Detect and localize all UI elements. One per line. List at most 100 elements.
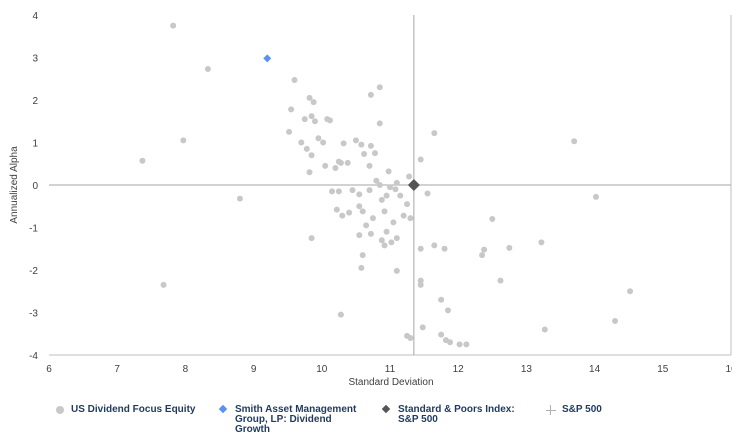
data-point bbox=[359, 208, 366, 215]
x-axis-ticks: 6 7 8 9 10 11 12 13 14 15 16 bbox=[46, 364, 732, 375]
data-point bbox=[366, 187, 373, 194]
data-point bbox=[381, 208, 388, 215]
data-point bbox=[438, 296, 445, 303]
data-point bbox=[358, 264, 365, 271]
data-point bbox=[390, 219, 397, 226]
data-point bbox=[356, 232, 363, 239]
data-point bbox=[400, 212, 407, 219]
data-point bbox=[627, 288, 634, 295]
y-tick-label: -4 bbox=[29, 351, 38, 362]
data-point bbox=[306, 169, 313, 176]
data-point bbox=[447, 339, 454, 346]
plus-icon bbox=[544, 405, 558, 417]
data-point bbox=[310, 99, 317, 106]
data-point bbox=[160, 281, 167, 288]
y-tick-label: 4 bbox=[32, 11, 38, 22]
data-point bbox=[308, 235, 315, 242]
data-point bbox=[381, 242, 388, 249]
legend-label: US Dividend Focus Equity bbox=[71, 404, 196, 415]
y-tick-label: 1 bbox=[32, 139, 38, 150]
data-point bbox=[170, 22, 177, 29]
data-point bbox=[335, 188, 342, 195]
legend-item-us-dividend: US Dividend Focus Equity bbox=[53, 405, 195, 417]
data-point bbox=[298, 139, 305, 146]
gray-circle-icon bbox=[53, 405, 67, 417]
x-axis-title: Standard Deviation bbox=[348, 377, 433, 388]
data-point bbox=[356, 191, 363, 198]
data-point bbox=[417, 156, 424, 163]
data-point bbox=[385, 168, 392, 175]
data-point bbox=[367, 230, 374, 237]
data-point bbox=[337, 311, 344, 318]
data-point bbox=[506, 244, 513, 251]
data-point bbox=[431, 130, 438, 137]
data-point bbox=[378, 237, 385, 244]
data-point bbox=[417, 277, 424, 284]
data-point bbox=[367, 91, 374, 98]
legend-label: S&P 500 bbox=[562, 404, 602, 415]
data-point bbox=[320, 139, 327, 146]
data-point bbox=[444, 307, 451, 314]
data-point bbox=[308, 152, 315, 159]
data-point bbox=[346, 209, 353, 216]
data-point bbox=[456, 341, 463, 348]
data-point bbox=[388, 239, 395, 246]
data-point bbox=[417, 245, 424, 252]
data-point bbox=[406, 173, 413, 180]
x-tick-label: 10 bbox=[316, 364, 328, 375]
data-point bbox=[541, 326, 548, 333]
data-point bbox=[407, 335, 414, 341]
data-point bbox=[387, 184, 393, 191]
y-tick-label: 3 bbox=[32, 54, 38, 65]
y-axis-title: Annualized Alpha bbox=[9, 146, 20, 224]
x-tick-label: 12 bbox=[453, 364, 465, 375]
data-point bbox=[376, 182, 383, 188]
data-point bbox=[393, 267, 400, 274]
data-point bbox=[288, 106, 295, 113]
data-point bbox=[356, 203, 363, 210]
blue-diamond-icon bbox=[217, 404, 231, 417]
x-tick-label: 9 bbox=[251, 364, 257, 375]
data-point bbox=[417, 281, 424, 288]
data-point bbox=[139, 157, 146, 164]
data-point bbox=[397, 192, 404, 199]
data-point bbox=[441, 245, 448, 252]
data-point bbox=[489, 216, 496, 222]
data-point bbox=[358, 141, 365, 148]
data-point bbox=[438, 331, 445, 338]
data-point bbox=[371, 150, 378, 157]
data-point bbox=[376, 84, 383, 91]
data-point bbox=[404, 201, 411, 208]
data-point bbox=[333, 206, 340, 213]
data-point bbox=[332, 165, 339, 171]
data-point bbox=[431, 242, 438, 249]
data-point bbox=[329, 188, 336, 195]
legend-item-sp-index: Standard & Poors Index: S&P 500 bbox=[380, 405, 520, 425]
data-point bbox=[337, 159, 344, 166]
data-point bbox=[376, 120, 383, 127]
data-point bbox=[592, 193, 599, 200]
y-tick-label: -1 bbox=[29, 224, 38, 235]
x-tick-label: 15 bbox=[657, 364, 669, 375]
data-point bbox=[383, 228, 390, 235]
data-point bbox=[419, 324, 426, 331]
data-point bbox=[363, 222, 370, 229]
x-tick-label: 8 bbox=[183, 364, 189, 375]
benchmark-point bbox=[407, 179, 420, 191]
data-point bbox=[407, 215, 414, 222]
data-point bbox=[291, 77, 298, 84]
data-point bbox=[369, 215, 376, 222]
data-point bbox=[571, 138, 578, 145]
data-point bbox=[367, 142, 374, 149]
x-tick-label: 16 bbox=[725, 364, 732, 375]
data-point bbox=[326, 117, 333, 124]
y-tick-label: 0 bbox=[32, 181, 38, 192]
data-point bbox=[373, 177, 380, 184]
data-point bbox=[393, 235, 400, 242]
data-points bbox=[139, 22, 634, 348]
legend-item-sp500: S&P 500 bbox=[544, 405, 602, 417]
x-tick-label: 7 bbox=[114, 364, 120, 375]
dark-diamond-icon bbox=[380, 404, 394, 417]
legend-label: Smith Asset Management Group, LP: Divide… bbox=[235, 404, 357, 435]
